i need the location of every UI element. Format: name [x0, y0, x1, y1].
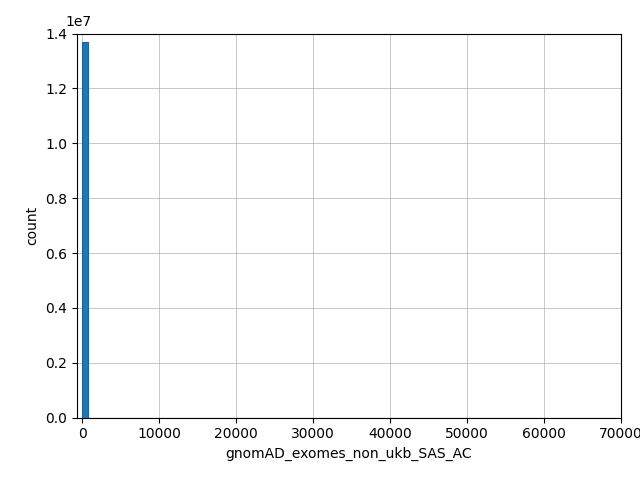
X-axis label: gnomAD_exomes_non_ukb_SAS_AC: gnomAD_exomes_non_ukb_SAS_AC [225, 447, 472, 461]
Bar [82, 42, 88, 418]
Y-axis label: count: count [26, 206, 40, 245]
Text: 1e7: 1e7 [66, 15, 92, 29]
